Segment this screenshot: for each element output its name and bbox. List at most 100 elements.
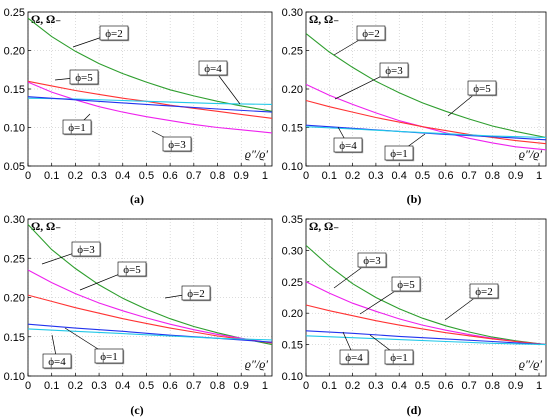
x-tick-label: 0.7 <box>461 380 476 392</box>
series-line <box>27 17 273 112</box>
x-tick-label: 0 <box>25 380 31 392</box>
y-tick-label: 0.25 <box>4 253 25 265</box>
x-tick-label: 1 <box>536 380 542 392</box>
x-tick-label: 0.6 <box>438 380 453 392</box>
callout-box <box>379 62 409 78</box>
y-tick-label: 0.10 <box>282 161 303 173</box>
y-tick-label: 0.10 <box>282 371 303 383</box>
series-label: ϕ=5 <box>473 83 491 95</box>
x-tick-label: 0.6 <box>162 380 177 392</box>
callout-box <box>62 119 92 135</box>
x-tick-label: 0.6 <box>162 170 177 182</box>
x-tick-label: 0.9 <box>234 170 249 182</box>
y-axis-label: Ω, Ω₋ <box>31 14 61 26</box>
series-label: ϕ=3 <box>168 139 186 151</box>
series-label: ϕ=3 <box>385 65 403 77</box>
x-tick-label: 0.4 <box>392 170 407 182</box>
series-label: ϕ=1 <box>390 148 408 160</box>
series-line <box>27 294 273 344</box>
x-tick-label: 0.8 <box>485 380 500 392</box>
x-tick-label: 0.2 <box>345 380 360 392</box>
callout-box <box>181 285 211 301</box>
series-label: ϕ=3 <box>363 255 381 267</box>
x-tick-label: 0.2 <box>68 170 83 182</box>
y-tick-label: 0.15 <box>282 340 303 352</box>
x-tick-label: 0.7 <box>186 170 201 182</box>
series-label: ϕ=5 <box>397 279 415 291</box>
callout-box <box>94 348 124 364</box>
callout-box <box>356 25 386 41</box>
x-tick-label: 0.9 <box>234 380 249 392</box>
callout-box <box>357 252 387 268</box>
y-tick-label: 0.15 <box>4 84 25 96</box>
x-tick-label: 0.3 <box>91 170 106 182</box>
series-line <box>27 81 273 134</box>
series-label: ϕ=1 <box>390 352 408 364</box>
x-tick-label: 0.3 <box>368 380 383 392</box>
x-tick-label: 0.2 <box>345 170 360 182</box>
x-tick-label: 0.5 <box>139 170 154 182</box>
series-label: ϕ=2 <box>362 28 380 40</box>
chart-panel-3: 0 0.1 0.2 0.3 0.4 0.5 0.6 0.7 0.8 0.9 1 0.10 0.15 0.2… <box>4 214 273 417</box>
x-tick-label: 0.9 <box>508 170 523 182</box>
y-tick-label: 0.15 <box>4 332 25 344</box>
series-label: ϕ=2 <box>105 28 123 40</box>
x-tick-label: 0.1 <box>44 380 59 392</box>
series-label: ϕ=5 <box>75 72 93 84</box>
y-axis-label: Ω, Ω₋ <box>309 221 339 233</box>
y-tick-label: 0.30 <box>282 245 303 257</box>
x-tick-label: 0.7 <box>461 170 476 182</box>
y-tick-label: 0.30 <box>282 7 303 19</box>
y-tick-label: 0.30 <box>4 214 25 226</box>
x-tick-label: 0 <box>303 380 309 392</box>
series-line <box>27 96 273 113</box>
x-tick-label: 0 <box>303 170 309 182</box>
y-axis-label: Ω, Ω₋ <box>309 14 339 26</box>
panel-caption: (a) <box>130 192 144 206</box>
series-label: ϕ=1 <box>68 122 86 134</box>
x-tick-label: 0.4 <box>115 170 130 182</box>
callout-box <box>99 25 129 41</box>
chart-panel-2: 0 0.1 0.2 0.3 0.4 0.5 0.6 0.7 0.8 0.9 1 0.10 0.15 0.2… <box>282 7 547 206</box>
series-line <box>305 244 547 346</box>
callout-box <box>384 349 414 365</box>
y-tick-label: 0.25 <box>282 46 303 58</box>
callout-box <box>467 80 497 96</box>
callout-box <box>339 349 369 365</box>
series-label: ϕ=4 <box>339 140 357 152</box>
y-tick-label: 0.20 <box>282 308 303 320</box>
y-tick-label: 0.35 <box>282 214 303 226</box>
x-tick-label: 0.3 <box>91 380 106 392</box>
callout-box <box>333 137 363 153</box>
series-label: ϕ=4 <box>345 352 363 364</box>
x-tick-label: 0.8 <box>210 380 225 392</box>
series-line <box>305 126 547 139</box>
series-line <box>305 335 547 346</box>
series-label: ϕ=4 <box>48 356 66 368</box>
series-line <box>305 33 547 139</box>
series-line <box>305 99 547 145</box>
x-tick-label: 0.1 <box>322 380 337 392</box>
x-tick-label: 0.5 <box>415 170 430 182</box>
x-tick-label: 0.1 <box>44 170 59 182</box>
series-line <box>305 330 547 346</box>
y-axis-label: Ω, Ω₋ <box>31 221 61 233</box>
series-line <box>27 323 273 343</box>
x-tick-label: 0.6 <box>438 170 453 182</box>
callout-box <box>117 261 147 277</box>
callout-box <box>391 276 421 292</box>
x-tick-label: 0.2 <box>68 380 83 392</box>
series-line <box>27 269 273 344</box>
panel-caption: (c) <box>130 403 143 417</box>
y-tick-label: 0.20 <box>282 84 303 96</box>
series-label: ϕ=5 <box>123 264 141 276</box>
y-tick-label: 0.20 <box>4 46 25 58</box>
x-tick-label: 0.3 <box>368 170 383 182</box>
x-tick-label: 0.4 <box>392 380 407 392</box>
x-axis-label: ϱ″/ϱ′ <box>519 357 543 371</box>
x-tick-label: 0.4 <box>115 380 130 392</box>
chart-panel-1: 0 0.1 0.2 0.3 0.4 0.5 0.6 0.7 0.8 0.9 1 0.05 0.10 0.1… <box>4 7 273 206</box>
callout-box <box>162 136 192 152</box>
x-tick-label: 0.8 <box>485 170 500 182</box>
y-tick-label: 0.10 <box>4 371 25 383</box>
